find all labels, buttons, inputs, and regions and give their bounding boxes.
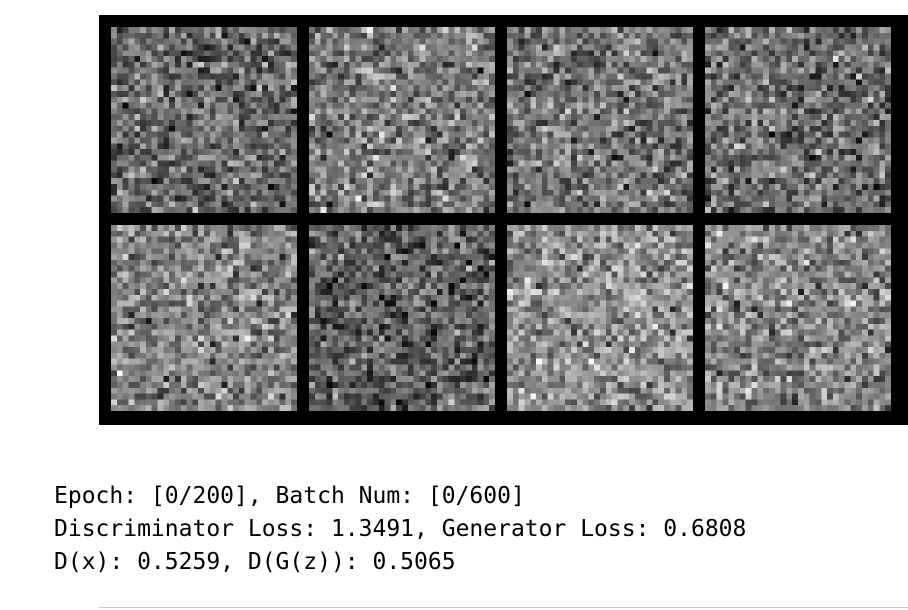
generated-sample-1 — [111, 27, 297, 213]
generated-sample-6 — [309, 225, 495, 411]
generated-sample-4 — [705, 27, 891, 213]
training-log-output: Epoch: [0/200], Batch Num: [0/600] Discri… — [54, 480, 746, 579]
generated-sample-2 — [309, 27, 495, 213]
epoch-batch-line: Epoch: [0/200], Batch Num: [0/600] — [54, 483, 525, 509]
output-divider — [99, 607, 908, 608]
generated-sample-3 — [507, 27, 693, 213]
generated-samples-grid — [99, 15, 908, 425]
discriminator-output-line: D(x): 0.5259, D(G(z)): 0.5065 — [54, 549, 456, 575]
generated-sample-8 — [705, 225, 891, 411]
generated-sample-5 — [111, 225, 297, 411]
loss-line: Discriminator Loss: 1.3491, Generator Lo… — [54, 516, 747, 542]
generated-sample-7 — [507, 225, 693, 411]
